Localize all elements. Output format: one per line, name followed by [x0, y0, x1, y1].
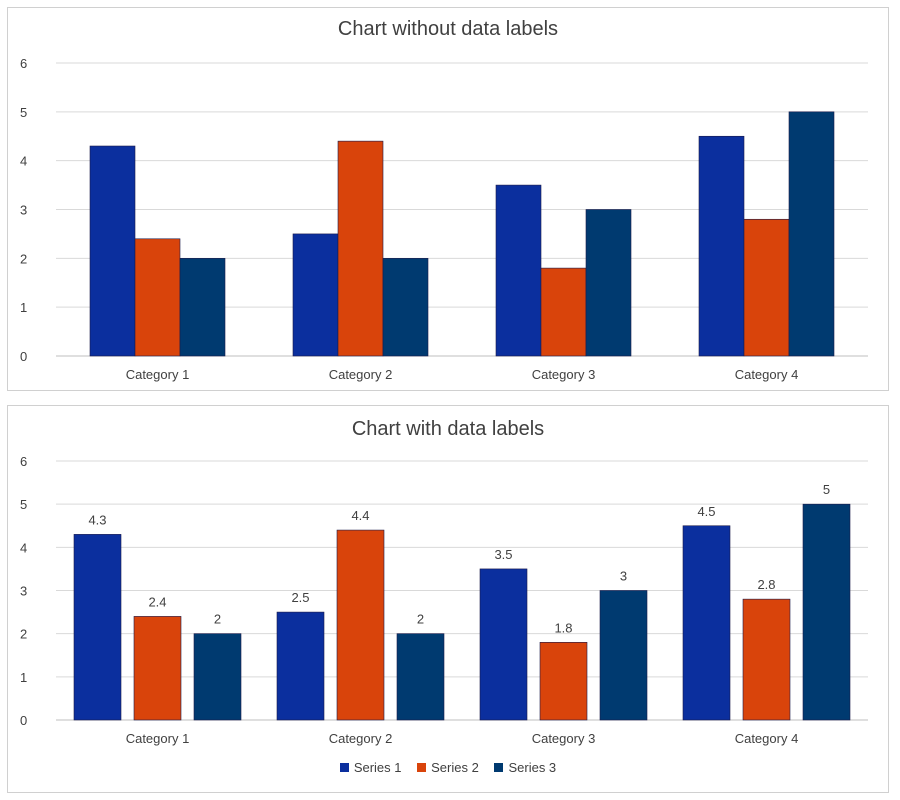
y-tick-label: 0	[20, 349, 27, 364]
x-tick-label: Category 2	[329, 367, 393, 382]
bar	[292, 233, 339, 357]
bar	[540, 267, 587, 357]
data-label: 1.8	[554, 620, 572, 635]
x-tick-label: Category 4	[735, 731, 799, 746]
legend-item: Series 3	[494, 760, 556, 775]
chart-panel-with-labels: Chart with data labels 0 1 2 3 4 5 6 4.3 2.4 2 Cat…	[7, 405, 889, 793]
y-tick-label: 5	[20, 497, 27, 512]
bar	[73, 534, 122, 721]
legend-label: Series 2	[431, 760, 479, 775]
data-label: 3	[620, 569, 627, 584]
y-tick-label: 0	[20, 713, 27, 728]
bar	[788, 111, 835, 357]
bar	[539, 642, 588, 721]
bar	[336, 529, 385, 721]
bar	[89, 145, 136, 357]
data-label: 5	[823, 482, 830, 497]
bar	[479, 568, 528, 721]
bar	[179, 258, 226, 357]
legend-item: Series 2	[417, 760, 479, 775]
chart-title: Chart without data labels	[337, 18, 559, 40]
data-label: 4.5	[697, 504, 715, 519]
bar	[382, 258, 429, 357]
y-tick-label: 2	[20, 251, 27, 266]
y-tick-label: 3	[20, 203, 27, 218]
chart-title: Chart with data labels	[351, 418, 545, 440]
bar	[802, 503, 851, 721]
data-label: 2.5	[291, 590, 309, 605]
data-label: 4.3	[88, 512, 106, 527]
bar	[495, 184, 542, 357]
bar	[682, 525, 731, 721]
y-tick-label: 6	[20, 454, 27, 469]
x-tick-label: Category 1	[126, 367, 190, 382]
chart-panel-without-labels: Chart without data labels 0 1 2 3 4 5 6 Categor…	[7, 7, 889, 391]
bar	[599, 590, 648, 721]
legend-swatch	[339, 763, 349, 772]
x-tick-label: Category 4	[735, 367, 799, 382]
y-tick-label: 5	[20, 105, 27, 120]
y-tick-label: 2	[20, 627, 27, 642]
y-tick-label: 6	[20, 56, 27, 71]
bar	[698, 135, 745, 357]
legend-item: Series 1	[339, 760, 402, 775]
bar	[193, 633, 242, 721]
x-tick-label: Category 2	[329, 731, 393, 746]
bar	[585, 209, 632, 357]
x-tick-label: Category 1	[126, 731, 190, 746]
legend-label: Series 1	[353, 760, 402, 775]
y-tick-label: 3	[20, 584, 27, 599]
data-label: 3.5	[494, 547, 512, 562]
data-label: 2.4	[148, 594, 166, 609]
data-label: 4.4	[351, 508, 369, 523]
data-label: 2	[214, 612, 221, 627]
bar	[743, 218, 790, 357]
data-label: 2.8	[757, 577, 775, 592]
chart-legend: Series 1 Series 2 Series 3	[8, 760, 888, 775]
y-tick-label: 1	[20, 300, 27, 315]
y-tick-label: 1	[20, 670, 27, 685]
bar	[134, 238, 181, 357]
bar	[742, 598, 791, 721]
bar	[276, 611, 325, 721]
legend-label: Series 3	[508, 760, 557, 775]
legend-swatch	[494, 763, 504, 772]
bar-chart-plot: 0 1 2 3 4 5 6 4.3 2.4 2 Category 1 2.5 4.4 2 Category …	[20, 454, 868, 746]
bar	[337, 140, 384, 357]
y-tick-label: 4	[20, 154, 27, 169]
bar-chart-plot: 0 1 2 3 4 5 6 Category 1 Category 2 Category 3 Cat…	[20, 56, 868, 382]
x-tick-label: Category 3	[532, 731, 596, 746]
x-tick-label: Category 3	[532, 367, 596, 382]
bar	[396, 633, 445, 721]
legend-swatch	[417, 763, 427, 772]
data-label: 2	[417, 612, 424, 627]
bar	[133, 616, 182, 721]
y-tick-label: 4	[20, 540, 27, 555]
